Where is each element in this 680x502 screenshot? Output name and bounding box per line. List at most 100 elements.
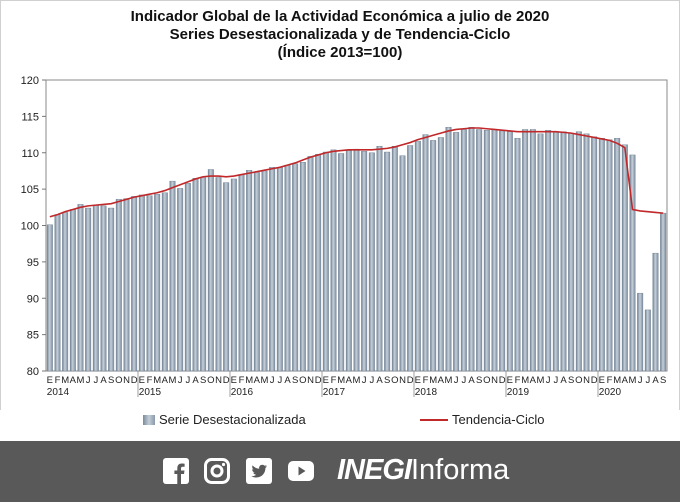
x-month-label: F [147,375,153,386]
x-month-label: O [115,375,122,386]
bar [391,146,398,372]
bar [430,140,437,372]
bar [514,137,521,372]
bar [499,130,506,372]
bar [568,132,575,372]
y-tick-label: 95 [27,257,39,269]
x-month-label: J [553,375,558,386]
x-month-label: J [546,375,551,386]
trend-cycle-line [49,127,664,218]
x-year-label: 2016 [231,387,254,398]
x-month-label: O [483,375,490,386]
x-month-label: D [591,375,598,386]
x-month-label: M [169,375,177,386]
bar [460,129,467,372]
x-month-label: J [93,375,98,386]
x-month-label: J [86,375,91,386]
bar [46,224,53,372]
bar [529,129,536,372]
bar [652,252,659,372]
bar [660,212,667,372]
bar [368,152,375,372]
x-month-label: F [607,375,613,386]
y-tick-label: 120 [21,75,39,87]
bar [414,140,421,372]
facebook-icon[interactable] [163,458,189,484]
x-year-label: 2020 [599,387,622,398]
x-month-label: A [100,375,107,386]
x-month-label: E [599,375,605,386]
x-month-label: A [254,375,261,386]
legend-label-bars: Serie Desestacionalizada [159,412,306,427]
x-month-label: A [376,375,383,386]
bar [491,129,498,372]
twitter-icon[interactable] [246,458,272,484]
x-month-label: J [454,375,459,386]
bar [92,204,99,372]
bar [422,134,429,372]
bar [269,167,276,372]
brand-informa: Informa [410,454,510,486]
bar [629,154,636,372]
x-month-label: F [423,375,429,386]
bar [154,194,161,372]
x-month-label: N [491,375,498,386]
x-month-label: A [284,375,291,386]
x-month-label: M [429,375,437,386]
x-month-label: S [476,375,482,386]
bar [62,212,69,372]
x-month-label: A [560,375,567,386]
bar [407,145,414,372]
x-month-label: J [178,375,183,386]
x-month-label: J [638,375,643,386]
x-month-label: N [123,375,130,386]
x-month-label: N [583,375,590,386]
bar [614,137,621,372]
bar [284,164,291,372]
x-month-label: M [153,375,161,386]
x-month-label: F [331,375,337,386]
x-year-label: 2019 [507,387,530,398]
x-month-label: O [575,375,582,386]
x-month-label: J [185,375,190,386]
x-month-label: S [292,375,298,386]
bar [476,129,483,372]
youtube-icon[interactable] [288,458,314,484]
x-month-label: E [507,375,513,386]
bar [230,178,237,372]
x-month-label: M [613,375,621,386]
bar [468,127,475,372]
bar [322,151,329,372]
legend-item-line: Tendencia-Ciclo [420,412,545,427]
bar [522,129,529,372]
bar [345,150,352,372]
x-month-label: F [55,375,61,386]
bar [552,132,559,372]
bar [161,192,168,372]
bar [330,149,337,372]
x-month-label: M [537,375,545,386]
x-month-label: M [261,375,269,386]
bar [138,194,145,372]
x-month-label: M [353,375,361,386]
bar [598,137,605,372]
x-month-label: M [445,375,453,386]
bar [69,209,76,372]
bar [545,129,552,372]
bar [606,139,613,372]
bar [384,151,391,372]
bar [261,170,268,372]
bar [192,178,199,372]
x-month-label: J [277,375,282,386]
x-month-label: J [369,375,374,386]
bar [299,162,306,372]
bar [169,180,176,372]
x-month-label: A [530,375,537,386]
bar [537,133,544,372]
x-month-label: M [337,375,345,386]
x-month-label: E [47,375,53,386]
bar [338,153,345,372]
bar [276,167,283,372]
instagram-icon[interactable] [204,458,230,484]
x-month-label: A [652,375,659,386]
